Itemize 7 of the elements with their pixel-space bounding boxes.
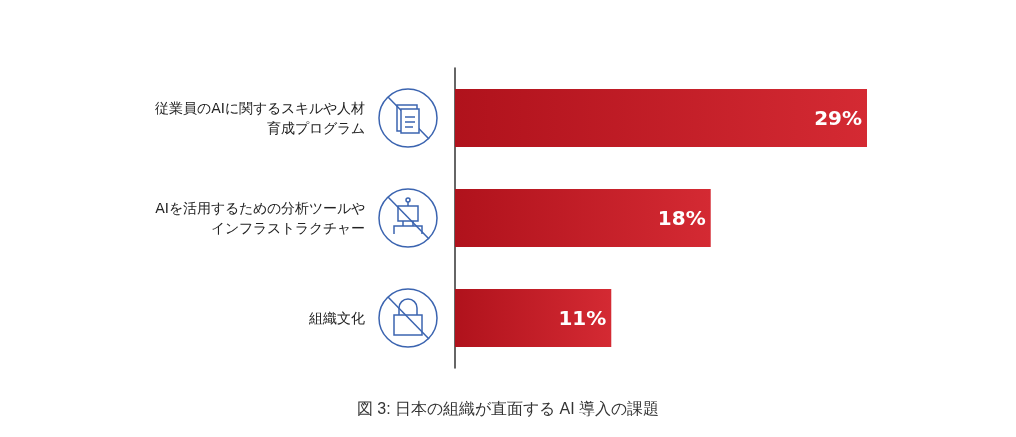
y-tick-label: AIを活用するための分析ツールやインフラストラクチャー (155, 200, 365, 236)
caption: 図 3: 日本の組織が直面する AI 導入の課題 (356, 399, 660, 417)
y-tick-label: 組織文化 (308, 310, 365, 326)
data-label: 18% (657, 206, 706, 230)
y-tick-label: 従業員のAIに関するスキルや人材育成プログラム (155, 100, 365, 136)
data-label: 29% (814, 106, 862, 130)
data-label: 11% (558, 306, 607, 330)
